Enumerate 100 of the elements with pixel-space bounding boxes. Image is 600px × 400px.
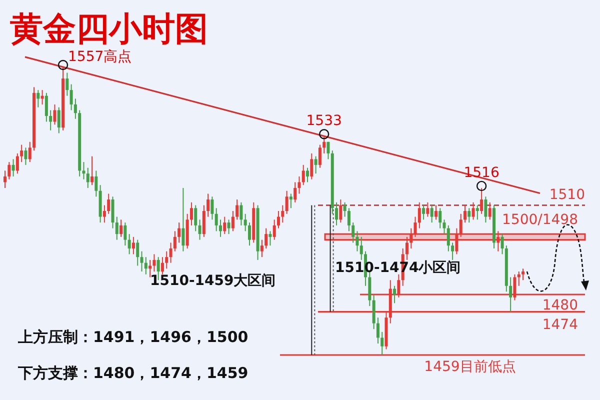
candlestick: [160, 256, 164, 275]
candlestick: [446, 224, 450, 252]
candlestick: [173, 230, 176, 252]
candlestick: [264, 228, 268, 249]
candlestick: [335, 202, 338, 226]
candlestick: [236, 198, 239, 220]
candlestick: [4, 170, 6, 188]
candlestick: [414, 216, 417, 238]
candlestick: [343, 202, 346, 218]
candlestick: [240, 202, 243, 226]
candlestick: [148, 259, 152, 278]
candlestick: [500, 234, 504, 255]
candlestick: [94, 170, 98, 198]
candlestick: [360, 236, 363, 260]
candlestick: [281, 204, 284, 224]
candlestick: [120, 219, 123, 238]
candlestick: [496, 230, 500, 252]
candlestick: [165, 250, 168, 270]
text: 1480: [542, 298, 578, 314]
candlestick: [111, 196, 114, 229]
candlestick: [410, 228, 413, 249]
annotation: 上方压制：1491，1496，1500: [17, 328, 248, 346]
chart-title: 黄金四小时图: [10, 9, 208, 48]
candlestick: [277, 210, 280, 229]
text: 1557高点: [68, 49, 132, 65]
candlestick: [285, 190, 288, 214]
candlestick: [194, 204, 198, 232]
candlestick: [102, 204, 106, 224]
candlestick: [244, 213, 247, 232]
candlestick: [152, 254, 156, 272]
candlestick: [268, 230, 272, 246]
candlestick: [509, 276, 512, 312]
candlestick: [140, 250, 144, 272]
candlestick: [206, 193, 210, 218]
candlestick: [347, 208, 350, 232]
candlestick: [459, 213, 462, 238]
candlestick: [74, 98, 77, 120]
candlestick: [214, 208, 218, 232]
candlestick: [468, 208, 471, 224]
candlestick: [322, 136, 326, 154]
candlestick: [57, 106, 60, 134]
candlestick: [169, 242, 172, 264]
candlestick: [24, 147, 28, 166]
candlestick: [260, 239, 264, 258]
candlestick: [86, 167, 90, 188]
candlestick: [405, 236, 408, 260]
candlestick: [198, 219, 202, 240]
candlestick: [136, 239, 140, 266]
candlestick: [90, 156, 94, 186]
candlestick: [82, 162, 86, 180]
candlestick: [20, 144, 24, 163]
candlestick: [314, 156, 318, 174]
candlestick: [49, 110, 52, 131]
candlestick: [132, 236, 135, 255]
candlestick: [115, 216, 118, 240]
candlestick: [438, 208, 442, 229]
candlestick: [376, 317, 380, 344]
candlestick: [231, 210, 234, 232]
text: 1510: [549, 187, 585, 204]
annotation: 1510-1459大区间: [150, 273, 276, 289]
candlestick: [128, 234, 131, 255]
candlestick: [107, 193, 110, 214]
candlestick: [44, 92, 48, 122]
candlestick: [318, 144, 322, 168]
candlestick: [182, 187, 185, 252]
text: 下方支撑：1480，1474，1459: [17, 364, 248, 382]
text: 1459目前低点: [424, 359, 516, 375]
annotation: 1533: [306, 113, 342, 130]
candlestick: [522, 268, 524, 281]
candlestick: [124, 222, 127, 246]
annotation: 1500/1498: [502, 212, 578, 228]
candlestick: [310, 152, 314, 180]
candlestick: [70, 84, 73, 111]
candlestick: [227, 219, 230, 235]
candlestick: [144, 256, 148, 275]
candlestick: [451, 242, 454, 260]
candlestick: [476, 204, 479, 220]
candlestick: [422, 204, 426, 220]
candlestick: [326, 141, 330, 160]
candlestick: [306, 167, 310, 183]
candlestick: [248, 222, 251, 246]
candlestick: [28, 141, 32, 163]
candlestick: [66, 72, 69, 96]
text: 1474: [542, 316, 578, 333]
candlestick: [455, 228, 458, 255]
candlestick: [16, 152, 19, 174]
candlestick: [484, 196, 488, 224]
candlestick: [289, 193, 292, 209]
candlestick: [352, 222, 355, 244]
candlestick: [8, 162, 11, 180]
candlestick: [202, 204, 206, 238]
candlestick: [380, 331, 384, 356]
candlestick: [210, 196, 214, 220]
candlestick: [36, 90, 40, 108]
candlestick: [372, 294, 376, 330]
candlestick: [272, 219, 276, 240]
candlestick: [302, 164, 305, 186]
candlestick: [53, 104, 56, 126]
candlestick: [294, 182, 297, 203]
candlestick: [190, 202, 193, 226]
